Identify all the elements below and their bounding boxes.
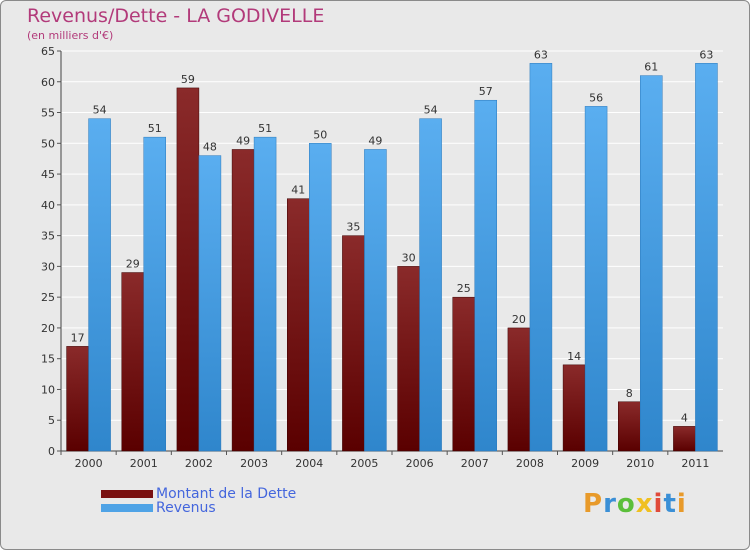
data-label-dette: 8: [626, 387, 633, 400]
data-label-revenus: 63: [534, 48, 548, 61]
data-label-dette: 59: [181, 73, 195, 86]
x-tick-label: 2009: [571, 457, 599, 470]
y-tick-label: 60: [41, 76, 55, 89]
bar-dette: [562, 364, 586, 452]
data-label-revenus: 51: [258, 122, 272, 135]
bar-dette: [231, 149, 255, 452]
legend-label-dette: Montant de la Dette: [156, 486, 297, 502]
bar-dette: [287, 198, 310, 452]
y-tick-label: 0: [48, 445, 55, 458]
plot-area: [61, 51, 723, 451]
bar-dette: [507, 327, 531, 452]
y-tick-label: 15: [41, 353, 55, 366]
data-label-dette: 30: [402, 251, 416, 264]
data-label-revenus: 50: [313, 128, 327, 141]
data-label-revenus: 49: [368, 134, 382, 147]
data-label-revenus: 54: [93, 104, 107, 117]
y-tick-label: 50: [41, 137, 55, 150]
bar-dette: [673, 426, 696, 452]
x-tick-label: 2010: [626, 457, 654, 470]
x-tick-label: 2001: [130, 457, 158, 470]
x-tick-label: 2008: [516, 457, 544, 470]
bar-revenus: [309, 143, 332, 452]
proxiti-logo: Proxiti: [583, 489, 687, 519]
data-label-dette: 35: [346, 221, 360, 234]
bar-revenus: [198, 155, 222, 452]
data-label-revenus: 57: [479, 85, 493, 98]
bar-revenus: [474, 99, 497, 452]
y-tick-label: 40: [41, 199, 55, 212]
legend-label-revenus: Revenus: [156, 500, 216, 516]
data-label-dette: 41: [291, 184, 305, 197]
data-label-dette: 14: [567, 350, 581, 363]
x-tick-label: 2006: [406, 457, 434, 470]
y-tick-label: 20: [41, 322, 55, 335]
data-label-revenus: 61: [644, 61, 658, 74]
logo-letter: o: [616, 489, 636, 519]
bar-revenus: [529, 63, 553, 452]
data-label-revenus: 63: [699, 48, 713, 61]
bar-revenus: [253, 136, 277, 452]
bar-revenus: [640, 75, 663, 452]
y-tick-label: 45: [41, 168, 55, 181]
chart-title: Revenus/Dette - LA GODIVELLE: [27, 5, 325, 27]
data-label-revenus: 56: [589, 91, 603, 104]
bar-revenus: [88, 118, 111, 452]
y-tick-label: 55: [41, 107, 55, 120]
bar-dette: [452, 296, 475, 452]
bar-revenus: [364, 149, 387, 452]
legend-swatch-revenus: [101, 504, 153, 512]
chart-subtitle: (en milliers d'€): [27, 29, 114, 42]
data-label-revenus: 54: [424, 104, 438, 117]
data-label-revenus: 48: [203, 141, 217, 154]
x-tick-label: 2007: [461, 457, 489, 470]
x-tick-label: 2004: [295, 457, 323, 470]
y-tick-label: 35: [41, 230, 55, 243]
x-tick-label: 2003: [240, 457, 268, 470]
bar-revenus: [584, 106, 608, 452]
logo-letter: i: [676, 489, 687, 519]
y-tick-label: 5: [48, 414, 55, 427]
legend-swatch-dette: [101, 490, 153, 498]
bar-dette: [176, 87, 200, 452]
bar-dette: [121, 272, 144, 452]
data-label-dette: 4: [681, 411, 688, 424]
bar-dette: [397, 266, 420, 452]
bar-revenus: [419, 118, 442, 452]
bar-revenus: [695, 63, 718, 452]
y-tick-label: 30: [41, 260, 55, 273]
logo-letter: i: [653, 489, 664, 519]
x-tick-label: 2002: [185, 457, 213, 470]
logo-letter: P: [583, 489, 604, 519]
y-tick-label: 25: [41, 291, 55, 304]
bar-revenus: [143, 136, 166, 452]
logo-letter: r: [603, 489, 617, 519]
logo-letter: x: [635, 489, 654, 519]
data-label-dette: 29: [126, 258, 140, 271]
y-tick-label: 10: [41, 383, 55, 396]
logo-letter: t: [663, 489, 677, 519]
bar-dette: [618, 401, 641, 452]
data-label-dette: 49: [236, 134, 250, 147]
bar-dette: [342, 235, 365, 452]
x-tick-label: 2005: [350, 457, 378, 470]
data-label-revenus: 51: [148, 122, 162, 135]
data-label-dette: 20: [512, 313, 526, 326]
x-tick-label: 2011: [681, 457, 709, 470]
data-label-dette: 17: [71, 331, 85, 344]
y-tick-label: 65: [41, 45, 55, 58]
x-tick-label: 2000: [75, 457, 103, 470]
bar-dette: [66, 346, 89, 452]
data-label-dette: 25: [457, 282, 471, 295]
